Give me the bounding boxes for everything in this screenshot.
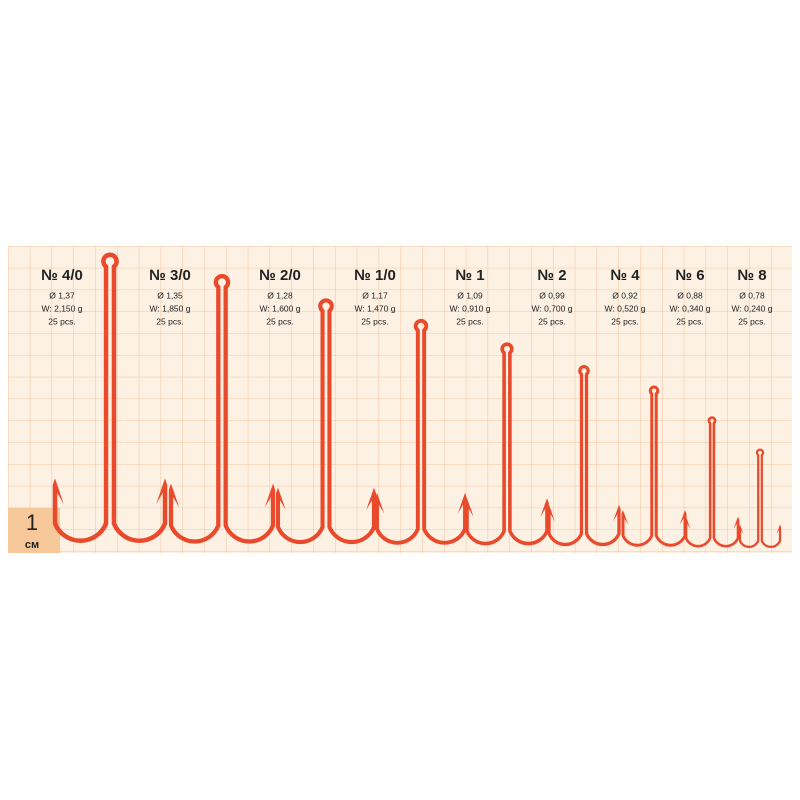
scale-box <box>8 508 60 553</box>
hook-weight: W: 1,600 g <box>260 303 301 313</box>
hook-weight: W: 0,910 g <box>450 303 491 313</box>
hook <box>375 318 467 545</box>
hook <box>465 342 549 546</box>
hook-diameter: Ø 0,92 <box>612 290 638 300</box>
hook-barb <box>621 510 629 525</box>
hook-diameter: Ø 1,28 <box>267 290 293 300</box>
hook-number: № 2/0 <box>259 267 301 284</box>
hook-barb <box>738 524 744 534</box>
hook <box>275 298 377 545</box>
hook-count: 25 pcs. <box>676 316 703 326</box>
hook-diameter: Ø 0,88 <box>677 290 703 300</box>
hook <box>52 252 168 543</box>
scale-unit: см <box>25 539 39 551</box>
hook-count: 25 pcs. <box>266 316 293 326</box>
hook-barb <box>776 524 782 534</box>
hook <box>547 365 621 547</box>
hook-barb <box>168 483 180 508</box>
hook-number: № 1 <box>455 267 484 284</box>
hook-diameter: Ø 1,37 <box>49 290 75 300</box>
hook-weight: W: 2,150 g <box>42 303 83 313</box>
hook-count: 25 pcs. <box>48 316 75 326</box>
hook-weight: W: 0,520 g <box>605 303 646 313</box>
hook-weight: W: 0,700 g <box>532 303 573 313</box>
hook-number: № 1/0 <box>354 267 396 284</box>
hook-count: 25 pcs. <box>538 316 565 326</box>
hook-weight: W: 0,340 g <box>670 303 711 313</box>
hook-count: 25 pcs. <box>156 316 183 326</box>
hook-number: № 6 <box>675 267 704 284</box>
hook-diameter: Ø 1,35 <box>157 290 183 300</box>
hook-barb <box>264 483 276 508</box>
hook-count: 25 pcs. <box>361 316 388 326</box>
hook <box>168 274 276 544</box>
hook-weight: W: 1,470 g <box>355 303 396 313</box>
hook-number: № 4/0 <box>41 267 83 284</box>
hook-barb <box>547 504 555 522</box>
hook <box>621 385 687 547</box>
hook-count: 25 pcs. <box>456 316 483 326</box>
hook-barb <box>733 516 740 529</box>
hook <box>684 416 740 548</box>
hook-barb <box>465 498 474 517</box>
hook-barb <box>366 487 377 511</box>
hook <box>738 448 782 548</box>
hook-barb <box>52 478 64 505</box>
hook-diameter: Ø 1,09 <box>457 290 483 300</box>
hook-number: № 4 <box>610 267 640 284</box>
hook-barb <box>375 492 385 514</box>
hook-barb <box>684 516 691 529</box>
hook-weight: W: 0,240 g <box>732 303 773 313</box>
hook-diameter: Ø 0,99 <box>539 290 565 300</box>
hook-number: № 8 <box>737 267 766 284</box>
hook-barb <box>613 504 621 522</box>
hook-weight: W: 1,850 g <box>150 303 191 313</box>
hook-diameter: Ø 0,78 <box>739 290 765 300</box>
hook-barb <box>275 487 286 511</box>
hook-count: 25 pcs. <box>738 316 765 326</box>
hook-barb <box>156 478 168 505</box>
scale-value: 1 <box>26 510 38 535</box>
hook-diameter: Ø 1,17 <box>362 290 388 300</box>
hook-number: № 2 <box>537 267 566 284</box>
hook-barb <box>679 510 687 525</box>
hook-count: 25 pcs. <box>611 316 638 326</box>
grid-background <box>8 246 792 553</box>
hook-number: № 3/0 <box>149 267 191 284</box>
hook-barb <box>540 498 549 517</box>
hook-barb <box>457 492 467 514</box>
